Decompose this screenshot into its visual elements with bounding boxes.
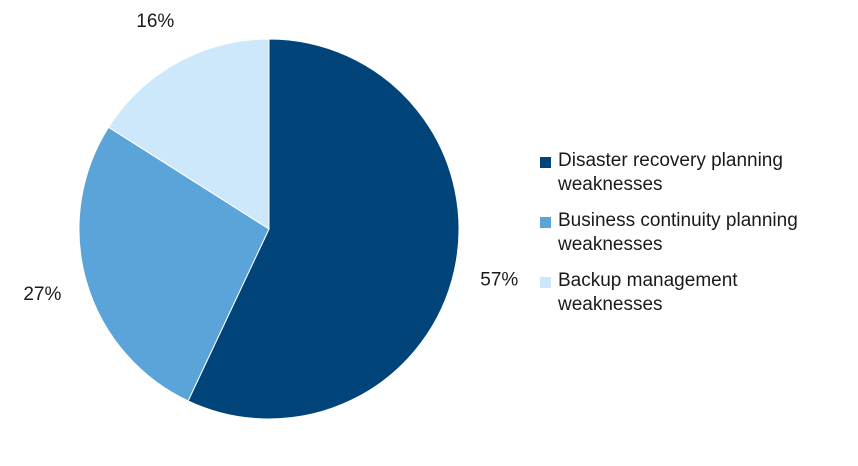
legend-label-line2: weaknesses xyxy=(558,294,663,315)
pie-slice-value-label: 57% xyxy=(480,269,518,290)
pie-slice-backup-management-weaknesses xyxy=(107,38,270,230)
legend-swatch-disaster-recovery xyxy=(540,157,551,168)
legend-swatch-backup-management xyxy=(540,277,551,288)
legend-item-backup-management: Backup management weaknesses xyxy=(540,269,850,317)
pie-slice-value-label: 27% xyxy=(23,284,61,305)
pie-slice-labels: 57% 27% 16% xyxy=(23,11,518,305)
legend-label-line2: weaknesses xyxy=(558,234,663,255)
legend-label-line1: Disaster recovery planning xyxy=(558,150,783,171)
legend-label-line1: Backup management xyxy=(558,270,738,291)
pie-slice-value-label: 16% xyxy=(136,11,174,32)
legend-label-line1: Business continuity planning xyxy=(558,210,798,231)
legend-item-disaster-recovery: Disaster recovery planning weaknesses xyxy=(540,149,850,197)
legend-item-business-continuity: Business continuity planning weaknesses xyxy=(540,209,850,257)
pie-slice-business-continuity-planning-weaknesses xyxy=(78,126,270,402)
legend-label-line2: weaknesses xyxy=(558,174,663,195)
chart-legend: Disaster recovery planning weaknesses Bu… xyxy=(540,149,850,329)
pie-slices xyxy=(78,38,460,420)
legend-swatch-business-continuity xyxy=(540,217,551,228)
pie-slice-disaster-recovery-planning-weaknesses xyxy=(187,38,460,420)
